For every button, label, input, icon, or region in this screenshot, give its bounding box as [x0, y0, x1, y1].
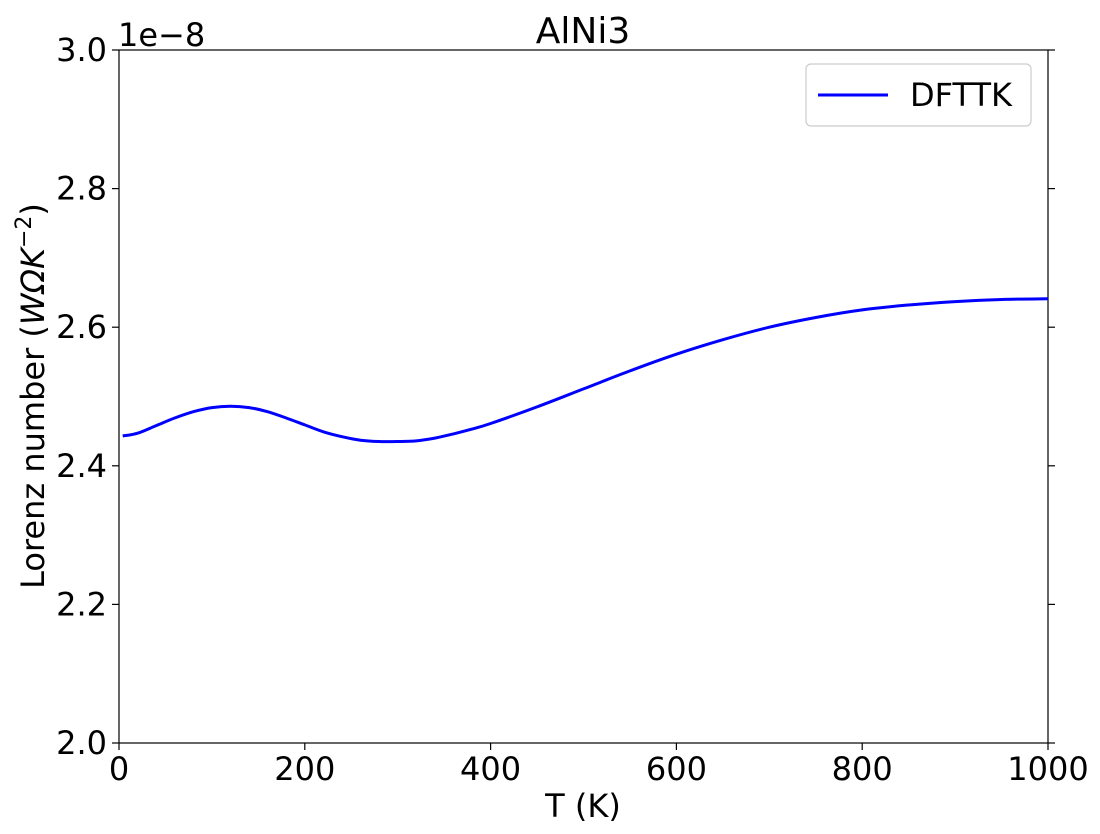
- y-tick-label: 2.6: [56, 308, 107, 346]
- plot-area: 0 200 400 600 800 1000 2.0 2.2 2.4 2.6 2.8 3.0: [56, 31, 1089, 788]
- y-tick-label: 2.4: [56, 447, 107, 485]
- x-tick-label: 800: [832, 750, 893, 788]
- y-tick-label: 2.0: [56, 724, 107, 762]
- x-ticks: 0 200 400 600 800 1000: [109, 743, 1089, 788]
- y-axis-label-close: ): [14, 203, 52, 215]
- y-tick-label: 3.0: [56, 31, 107, 69]
- x-tick-label: 1000: [1007, 750, 1088, 788]
- y-tick-label: 2.2: [56, 585, 107, 623]
- legend-label-dfttk: DFTTK: [910, 76, 1013, 114]
- legend: DFTTK: [805, 63, 1032, 127]
- plot-frame: [118, 49, 1049, 744]
- series-line-dfttk: [122, 297, 1049, 444]
- y-axis-label-text: Lorenz number (: [14, 325, 52, 589]
- x-tick-label: 0: [109, 750, 129, 788]
- y-axis-label-sup: −2: [12, 216, 37, 248]
- y-tick-label: 2.8: [56, 170, 107, 208]
- y-ticks: 2.0 2.2 2.4 2.6 2.8 3.0: [56, 31, 1055, 762]
- y-offset-label: 1e−8: [118, 16, 205, 54]
- y-axis-label: Lorenz number (WΩK−2): [12, 203, 52, 589]
- x-axis-label: T (K): [544, 787, 621, 825]
- y-axis-label-math: WΩK: [14, 245, 52, 325]
- chart-title: AlNi3: [536, 11, 630, 52]
- x-tick-label: 400: [460, 750, 521, 788]
- x-tick-label: 600: [646, 750, 707, 788]
- x-tick-label: 200: [274, 750, 335, 788]
- legend-box: [805, 63, 1032, 127]
- series-layer: [122, 297, 1049, 444]
